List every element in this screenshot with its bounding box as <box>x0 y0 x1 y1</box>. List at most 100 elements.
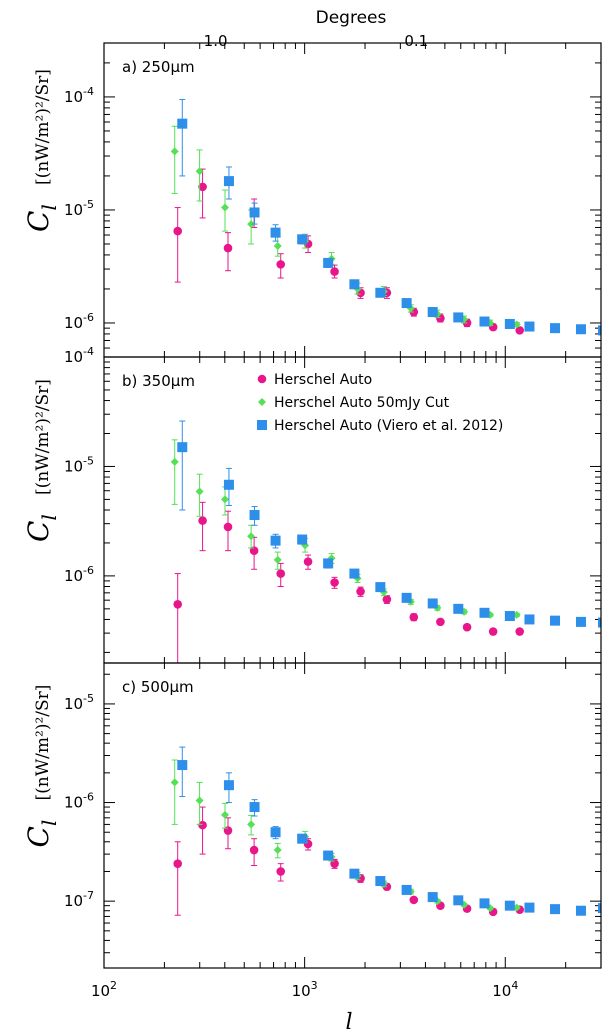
data-point <box>330 578 339 587</box>
data-point <box>524 321 535 332</box>
y-axis-symbol: Cl <box>22 820 61 848</box>
data-point <box>598 903 601 914</box>
data-point <box>276 260 286 269</box>
data-point <box>297 234 308 245</box>
error-bar <box>179 98 186 177</box>
data-point <box>249 546 259 555</box>
data-point <box>276 569 286 578</box>
data-point <box>249 207 260 218</box>
series-diamond <box>170 125 521 329</box>
panel-label: a) 250μm <box>122 58 195 76</box>
data-point <box>401 298 412 309</box>
error-bar <box>179 420 186 511</box>
data-point <box>479 607 490 618</box>
data-point <box>223 176 234 187</box>
data-point <box>270 227 281 238</box>
data-point <box>223 479 234 490</box>
data-point <box>524 614 535 625</box>
y-axis-units: [(nW/m²)²/Sr] <box>33 685 53 801</box>
series-diamond <box>170 439 521 619</box>
x-tick-label: 104 <box>492 979 518 1000</box>
data-point <box>524 902 535 913</box>
data-point <box>598 325 601 336</box>
legend-entry: Herschel Auto (Viero et al. 2012) <box>257 418 503 434</box>
y-ticks <box>104 673 601 954</box>
data-point <box>198 182 207 192</box>
data-point <box>427 307 438 318</box>
data-point <box>198 820 207 830</box>
data-point <box>575 324 586 335</box>
data-point <box>462 622 472 632</box>
data-point <box>173 600 183 609</box>
error-bar <box>174 207 181 283</box>
data-point <box>401 884 412 895</box>
x-tick-label: 103 <box>292 979 318 1000</box>
data-point <box>479 316 490 327</box>
data-point <box>330 267 339 276</box>
y-tick-label: 10-4 <box>64 345 94 366</box>
data-point <box>375 876 386 887</box>
data-point <box>323 257 334 268</box>
data-point <box>488 627 498 636</box>
panel-2: 10-6 10-5 10-4 b) 350μm <box>64 345 602 664</box>
y-axis-symbol: Cl <box>22 204 61 232</box>
data-point <box>575 616 586 627</box>
y-tick-label: 10-4 <box>64 85 94 106</box>
data-point <box>297 534 308 545</box>
data-point <box>401 592 412 603</box>
data-point <box>249 802 260 813</box>
data-point <box>247 820 256 829</box>
data-point <box>249 510 260 521</box>
series-diamond <box>170 759 521 913</box>
data-point <box>270 535 281 546</box>
y-axis-units: [(nW/m²)²/Sr] <box>33 379 53 495</box>
data-point <box>249 845 259 855</box>
error-bar <box>174 573 181 663</box>
data-point <box>177 760 188 771</box>
x-ticks <box>103 357 602 663</box>
data-point <box>177 442 188 453</box>
data-point <box>270 827 281 838</box>
panel-label: b) 350μm <box>122 372 195 390</box>
error-bar <box>171 759 178 825</box>
data-point <box>504 611 515 622</box>
data-point <box>575 905 586 916</box>
legend-label: Herschel Auto (Viero et al. 2012) <box>274 418 503 434</box>
data-point <box>453 312 464 323</box>
y-axis-title: [(nW/m²)²/Sr] Cl <box>22 69 61 232</box>
y-tick-label: 10-6 <box>64 791 94 812</box>
panel-1: 10-6 10-5 10-4 a) 250μm <box>64 42 602 358</box>
data-point <box>427 892 438 903</box>
data-point <box>515 627 524 636</box>
top-axis-title: Degrees <box>316 8 387 28</box>
error-bar <box>179 746 186 798</box>
data-point <box>297 833 308 844</box>
legend-marker <box>257 420 267 430</box>
y-axis-units: [(nW/m²)²/Sr] <box>33 69 53 185</box>
data-point <box>177 118 188 129</box>
y-tick-label: 10-5 <box>64 198 94 219</box>
data-point <box>436 617 445 627</box>
data-point <box>504 318 515 329</box>
data-point <box>382 595 392 604</box>
data-point <box>273 846 282 855</box>
data-point <box>550 615 561 626</box>
plot-area <box>170 746 601 917</box>
x-ticks <box>103 43 602 357</box>
top-tick-label: 1.0 <box>204 32 228 50</box>
data-point <box>504 900 515 911</box>
data-point <box>349 279 360 290</box>
data-point <box>173 859 183 868</box>
data-point <box>223 522 233 532</box>
data-point <box>221 495 230 504</box>
data-point <box>453 895 464 906</box>
y-axis-title: [(nW/m²)²/Sr] Cl <box>22 379 61 542</box>
panel-3: 10-7 10-6 10-5 c) 500μm <box>64 662 602 969</box>
data-point <box>409 612 419 622</box>
data-point <box>195 167 204 176</box>
series-square <box>177 420 601 628</box>
chart-panels: 10-6 10-5 10-4 a) 250μm 10-6 10-5 10-4 b) 350μm… <box>64 42 602 969</box>
y-tick-label: 10-6 <box>64 311 94 332</box>
data-point <box>221 203 230 212</box>
